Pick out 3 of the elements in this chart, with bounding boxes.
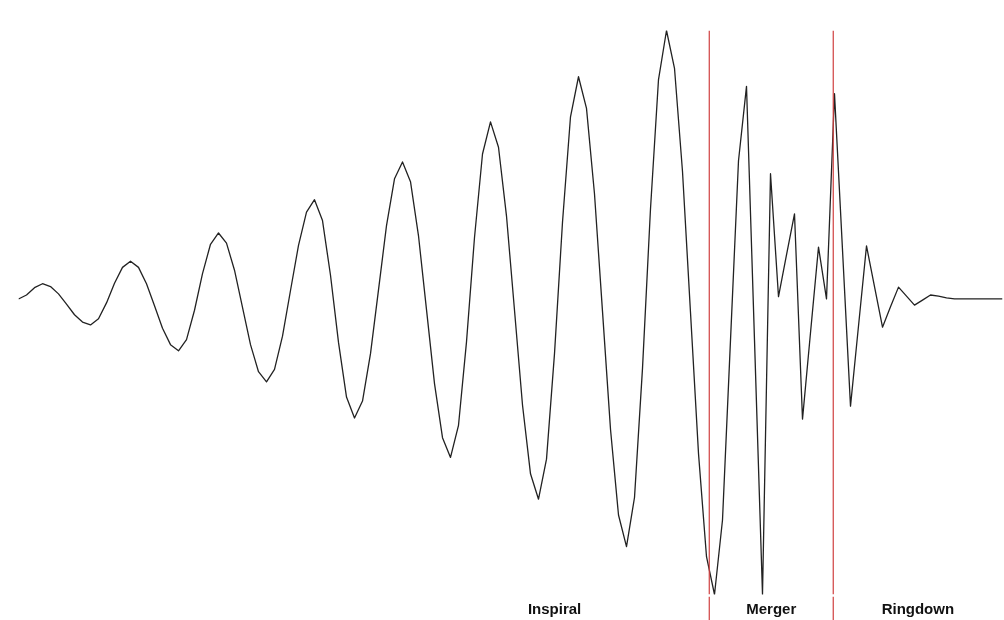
- text: Merger: [746, 600, 797, 617]
- text: Ringdown: [881, 600, 955, 617]
- text: Inspiral: [527, 600, 582, 617]
